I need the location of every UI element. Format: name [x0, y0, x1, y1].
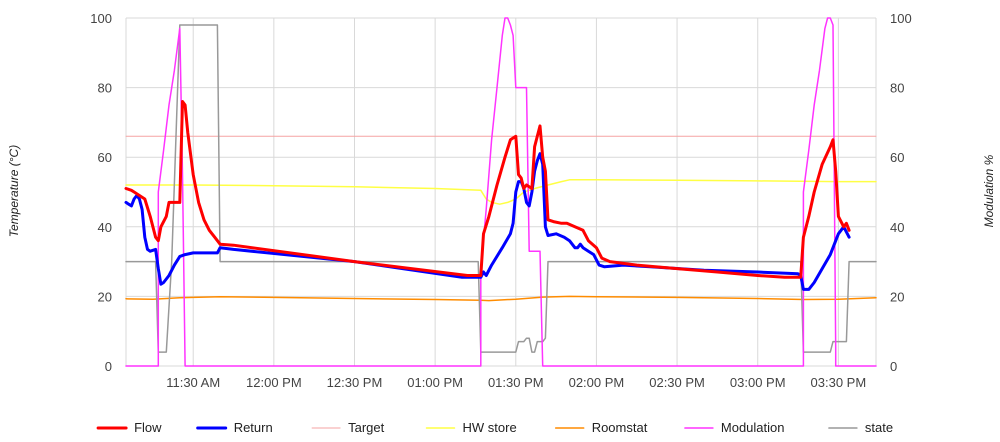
x-tick-label: 02:30 PM	[649, 375, 705, 390]
legend-item-target[interactable]: Target	[311, 420, 385, 435]
x-tick-label: 11:30 AM	[166, 375, 220, 390]
y-left-tick-label: 80	[98, 81, 112, 96]
x-tick-label: 12:00 PM	[246, 375, 302, 390]
y-right-tick-label: 0	[890, 359, 897, 374]
x-tick-label: 02:00 PM	[569, 375, 625, 390]
x-tick-label: 01:30 PM	[488, 375, 544, 390]
legend-item-flow[interactable]: Flow	[96, 420, 162, 435]
y-right-tick-label: 40	[890, 220, 904, 235]
y-axis-right: 0 20 40 60 80 100	[890, 11, 912, 374]
legend: Flow Return Target HW store Roomstat Modulati…	[96, 420, 893, 435]
legend-label: Modulation	[721, 420, 785, 435]
y-right-tick-label: 100	[890, 11, 912, 26]
y-axis-right-title: Modulation %	[982, 154, 996, 227]
y-right-tick-label: 80	[890, 81, 904, 96]
y-left-tick-label: 60	[98, 150, 112, 165]
legend-label: HW store	[463, 420, 517, 435]
y-left-tick-label: 40	[98, 220, 112, 235]
legend-item-modulation[interactable]: Modulation	[684, 420, 785, 435]
series-line-flow	[124, 100, 851, 279]
legend-label: Target	[348, 420, 385, 435]
gridlines	[125, 17, 877, 367]
y-left-tick-label: 20	[98, 289, 112, 304]
series-lines	[124, 17, 877, 367]
series-line-hw-store	[125, 179, 877, 205]
legend-item-roomstat[interactable]: Roomstat	[554, 420, 648, 435]
legend-item-state[interactable]: state	[828, 420, 893, 435]
x-tick-label: 01:00 PM	[407, 375, 463, 390]
legend-item-hw-store[interactable]: HW store	[425, 420, 517, 435]
y-right-tick-label: 60	[890, 150, 904, 165]
legend-label: Return	[234, 420, 273, 435]
y-left-tick-label: 100	[90, 11, 112, 26]
series-line-state	[125, 24, 877, 353]
y-axis-left-title: Temperature (°C)	[7, 145, 21, 237]
y-left-tick-label: 0	[105, 359, 112, 374]
y-axis-left: 0 20 40 60 80 100	[90, 11, 112, 374]
legend-label: state	[865, 420, 893, 435]
series-line-roomstat	[125, 295, 877, 302]
x-tick-label: 03:30 PM	[811, 375, 867, 390]
x-tick-label: 12:30 PM	[327, 375, 383, 390]
series-line-modulation	[125, 17, 877, 367]
legend-item-return[interactable]: Return	[196, 420, 273, 435]
x-axis: 11:30 AM 12:00 PM 12:30 PM 01:00 PM 01:30 PM…	[166, 375, 866, 390]
legend-label: Flow	[134, 420, 162, 435]
x-tick-label: 03:00 PM	[730, 375, 786, 390]
y-right-tick-label: 20	[890, 289, 904, 304]
legend-label: Roomstat	[592, 420, 648, 435]
